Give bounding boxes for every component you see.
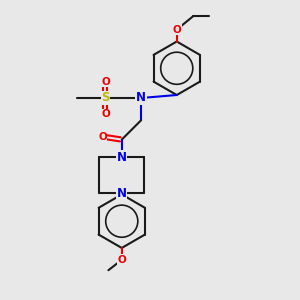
Text: O: O bbox=[172, 25, 181, 34]
Text: S: S bbox=[101, 92, 110, 104]
Text: N: N bbox=[117, 151, 127, 164]
Text: N: N bbox=[117, 187, 127, 200]
Text: O: O bbox=[101, 109, 110, 119]
Text: N: N bbox=[136, 92, 146, 104]
Text: O: O bbox=[117, 255, 126, 265]
Text: O: O bbox=[98, 132, 107, 142]
Text: O: O bbox=[101, 76, 110, 87]
